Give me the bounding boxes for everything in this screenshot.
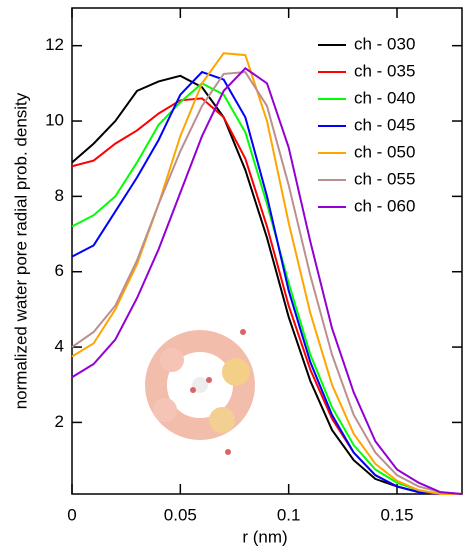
x-tick-label: 0.1 <box>277 505 301 524</box>
y-axis-label: normalized water pore radial prob. densi… <box>11 92 30 409</box>
y-tick-label: 8 <box>55 186 64 205</box>
series-line <box>71 70 462 495</box>
x-axis-label: r (nm) <box>242 527 287 546</box>
y-tick-label: 10 <box>45 111 64 130</box>
legend-label: ch - 060 <box>354 196 415 215</box>
y-tick-label: 6 <box>55 261 64 280</box>
series-line <box>71 70 463 495</box>
legend-label: ch - 040 <box>354 88 415 107</box>
series-line <box>71 82 462 495</box>
inset-molecule <box>145 329 255 455</box>
x-tick-label: 0.05 <box>164 505 197 524</box>
x-tick-label: 0.15 <box>380 505 413 524</box>
y-tick-label: 2 <box>55 412 64 431</box>
series-line <box>71 52 462 495</box>
plot-frame <box>71 7 463 495</box>
legend-label: ch - 045 <box>354 115 415 134</box>
series-line <box>71 74 462 495</box>
x-tick-label: 0 <box>67 505 76 524</box>
legend-label: ch - 030 <box>354 34 415 53</box>
legend-label: ch - 055 <box>354 169 415 188</box>
y-tick-label: 4 <box>55 337 64 356</box>
legend-label: ch - 050 <box>354 142 415 161</box>
y-tick-label: 12 <box>45 35 64 54</box>
series-line <box>71 66 463 495</box>
legend-label: ch - 035 <box>354 61 415 80</box>
